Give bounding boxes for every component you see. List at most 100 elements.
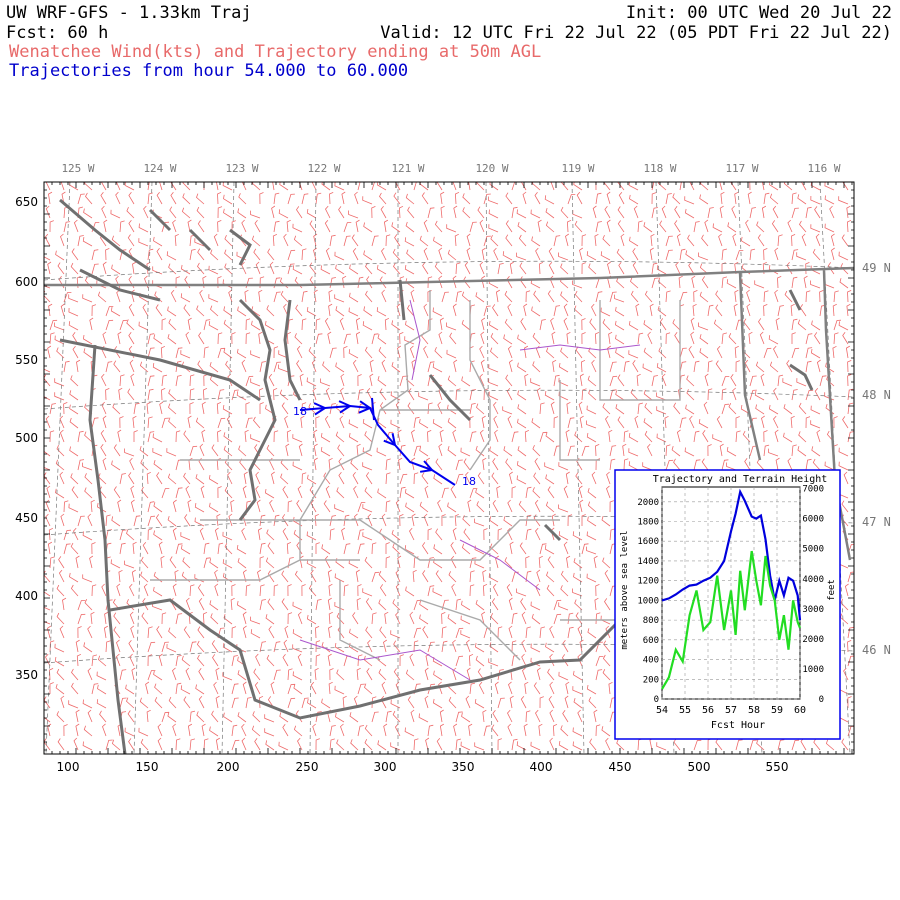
islands — [59, 198, 252, 302]
x-tick-label: 550 — [766, 760, 789, 774]
frame-ticks — [43, 181, 854, 754]
y-tick-label: 350 — [15, 668, 38, 682]
inset-y-left-tick: 800 — [643, 616, 659, 626]
valid-time: Valid: 12 UTC Fri 22 Jul 22 (05 PDT Fri … — [380, 23, 892, 43]
inset-x-tick: 60 — [794, 705, 806, 716]
map-frame — [43, 181, 855, 755]
x-tick-label: 250 — [296, 760, 319, 774]
lon-label: 119 W — [561, 162, 594, 175]
inset-xlabel: Fcst Hour — [711, 720, 765, 731]
trajectory — [299, 397, 456, 486]
latitude-line — [44, 260, 854, 281]
trajectory-arrow — [338, 400, 353, 414]
inset-title: Trajectory and Terrain Height — [653, 474, 828, 485]
map-subtitle: Wenatchee Wind(kts) and Trajectory endin… — [9, 42, 542, 62]
inset-y-left-tick: 1200 — [637, 577, 659, 587]
inset-y-right-tick: 1000 — [802, 665, 824, 675]
x-tick-label: 400 — [530, 760, 553, 774]
tick-marks — [43, 181, 854, 754]
plot-title: UW WRF-GFS - 1.33km Traj — [6, 3, 252, 23]
inset-ylabel-right: feet — [827, 579, 837, 601]
lon-label: 125 W — [61, 162, 94, 175]
y-tick-label: 600 — [15, 275, 38, 289]
inset-y-right-tick: 7000 — [802, 485, 824, 495]
coastline — [59, 298, 302, 754]
trajectory-arrow — [313, 402, 328, 416]
x-tick-label: 300 — [374, 760, 397, 774]
lat-label: 48 N — [862, 388, 891, 402]
trajectory-arrow — [383, 433, 397, 447]
inset-y-left-tick: 1600 — [637, 537, 659, 547]
state-border-wa-id — [44, 266, 854, 561]
trajectory-line — [299, 404, 456, 486]
inset-y-right-tick: 4000 — [802, 575, 824, 585]
lon-label: 122 W — [307, 162, 340, 175]
inset-y-right-tick: 3000 — [802, 605, 824, 615]
inset-y-right-tick: 5000 — [802, 545, 824, 555]
x-tick-label: 100 — [57, 760, 80, 774]
y-tick-label: 400 — [15, 589, 38, 603]
latitude-line — [44, 389, 854, 410]
inset-y-right-tick: 2000 — [802, 635, 824, 645]
y-tick-label: 500 — [15, 431, 38, 445]
inset-y-left-tick: 2000 — [637, 498, 659, 508]
forecast-hour: Fcst: 60 h — [6, 23, 109, 43]
longitude-line — [819, 182, 851, 754]
geography — [44, 198, 854, 754]
trajectory-height-line — [661, 488, 802, 621]
columbia-river-border — [109, 559, 652, 720]
inset-x-tick: 54 — [656, 705, 668, 716]
lon-label: 116 W — [807, 162, 840, 175]
lon-label: 121 W — [391, 162, 424, 175]
inset-y-left-tick: 1000 — [637, 596, 659, 606]
lon-label: 117 W — [725, 162, 758, 175]
longitude-line — [221, 182, 235, 754]
inset-grid — [661, 487, 801, 700]
inset-ticks: 54 55 56 57 58 59 6002004006008001000120014001… — [637, 485, 824, 716]
inset-series — [661, 488, 802, 690]
init-time: Init: 00 UTC Wed 20 Jul 22 — [625, 3, 892, 23]
inset-chart: Trajectory and Terrain Height 54 55 56 57 58… — [614, 469, 841, 740]
longitude-line — [485, 182, 493, 754]
longitude-line — [309, 182, 317, 754]
inset-y-left-tick: 200 — [643, 675, 659, 685]
inset-y-right-tick: 6000 — [802, 515, 824, 525]
trajectory-range: Trajectories from hour 54.000 to 60.000 — [9, 61, 409, 81]
lakes — [398, 279, 814, 542]
trajectory-arrow — [358, 400, 373, 414]
inset-y-right-tick: 0 — [819, 695, 824, 705]
inset-x-tick: 56 — [702, 705, 714, 716]
y-tick-label: 650 — [15, 195, 38, 209]
axis-labels: 125 W 124 W 123 W 122 W 121 W 120 W 119 W 118 W… — [15, 162, 891, 774]
lon-label: 123 W — [225, 162, 258, 175]
trajectory-start-label: 18 — [293, 405, 307, 418]
trajectory-arrow — [371, 397, 375, 421]
lon-label: 120 W — [475, 162, 508, 175]
county-lines — [150, 290, 681, 661]
lat-label: 47 N — [862, 515, 891, 529]
inset-y-left-tick: 1800 — [637, 518, 659, 528]
inset-y-left-tick: 400 — [643, 656, 659, 666]
inset-y-left-tick: 600 — [643, 636, 659, 646]
lat-label: 49 N — [862, 261, 891, 275]
y-tick-label: 450 — [15, 511, 38, 525]
trajectory-end-label: 18 — [462, 475, 476, 488]
longitude-line — [45, 182, 71, 754]
inset-x-tick: 57 — [725, 705, 737, 716]
longitude-line — [133, 182, 153, 754]
lon-label: 124 W — [143, 162, 176, 175]
y-tick-label: 550 — [15, 353, 38, 367]
inset-x-tick: 59 — [771, 705, 783, 716]
inset-x-tick: 58 — [748, 705, 760, 716]
x-tick-label: 500 — [688, 760, 711, 774]
rivers — [299, 299, 641, 681]
lon-label: 118 W — [643, 162, 676, 175]
inset-ylabel-left: meters above sea level — [620, 530, 630, 649]
inset-y-left-tick: 1400 — [637, 557, 659, 567]
trajectory-arrow — [419, 460, 434, 473]
lat-label: 46 N — [862, 643, 891, 657]
x-tick-label: 450 — [609, 760, 632, 774]
terrain-height-line — [661, 550, 802, 690]
x-tick-label: 350 — [452, 760, 475, 774]
